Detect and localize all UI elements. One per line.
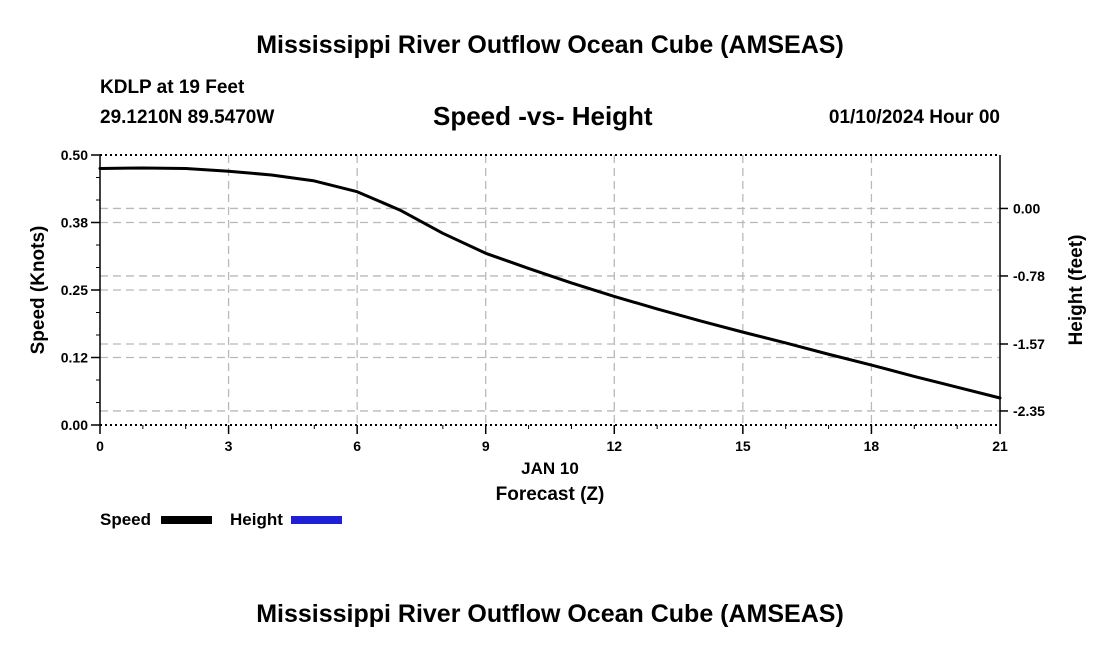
- chart-title: Mississippi River Outflow Ocean Cube (AM…: [256, 31, 844, 59]
- x-tick-label: 6: [353, 438, 361, 454]
- x-tick-label: 15: [735, 438, 751, 454]
- x-tick-label: 9: [482, 438, 490, 454]
- station-label: KDLP at 19 Feet: [100, 77, 245, 98]
- x-axis-label: Forecast (Z): [496, 484, 605, 505]
- legend-height-swatch: [291, 516, 342, 524]
- y2-axis-label: Height (feet): [1066, 235, 1087, 346]
- station-coordinates: 29.1210N 89.5470W: [100, 107, 275, 128]
- legend-speed-swatch: [161, 516, 212, 524]
- x-axis-date-label: JAN 10: [521, 459, 579, 478]
- y-axis-label: Speed (Knots): [28, 226, 49, 355]
- legend-height-label: Height: [230, 510, 283, 529]
- footer-title: Mississippi River Outflow Ocean Cube (AM…: [256, 600, 844, 628]
- chart-subtitle: Speed -vs- Height: [433, 101, 653, 131]
- y2-tick-label: -1.57: [1013, 336, 1045, 352]
- y2-tick-label: 0.00: [1013, 200, 1040, 216]
- x-tick-label: 0: [96, 438, 104, 454]
- speed-series-line: [98, 166, 1002, 400]
- y-tick-label: 0.00: [61, 417, 88, 433]
- x-tick-label: 3: [225, 438, 233, 454]
- y-tick-label: 0.38: [61, 215, 88, 231]
- y-tick-label: 0.25: [61, 282, 88, 298]
- legend-speed-label: Speed: [100, 510, 152, 529]
- y2-tick-label: -2.35: [1013, 403, 1045, 419]
- y-tick-label: 0.50: [61, 147, 88, 163]
- y-tick-label: 0.12: [61, 350, 88, 366]
- forecast-datetime: 01/10/2024 Hour 00: [828, 107, 1000, 128]
- x-tick-label: 18: [864, 438, 880, 454]
- x-tick-label: 12: [606, 438, 622, 454]
- y2-tick-label: -0.78: [1013, 268, 1045, 284]
- x-tick-label: 21: [992, 438, 1008, 454]
